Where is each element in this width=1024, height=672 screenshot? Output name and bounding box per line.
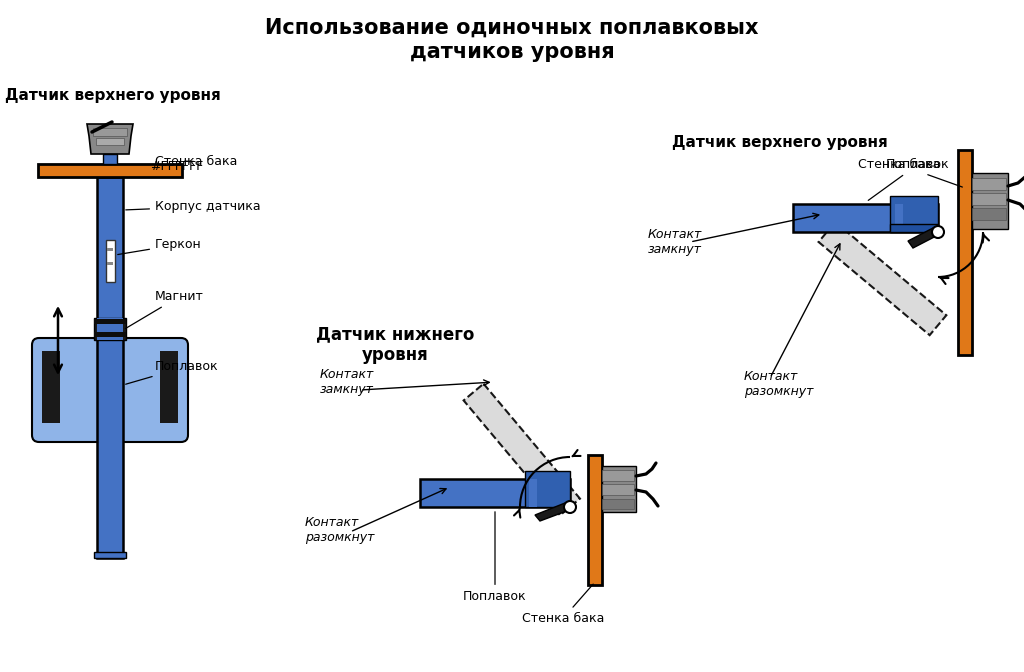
Text: Стенка бака: Стенка бака: [522, 584, 604, 625]
Text: Поплавок: Поплавок: [463, 512, 526, 603]
Text: Геркон: Геркон: [118, 238, 202, 255]
Bar: [106, 262, 113, 265]
Text: Контакт
разомкнут: Контакт разомкнут: [305, 516, 375, 544]
Bar: [94, 318, 126, 340]
Text: Корпус датчика: Корпус датчика: [126, 200, 261, 213]
Bar: [602, 466, 636, 512]
Bar: [103, 154, 117, 164]
Bar: [106, 248, 113, 251]
Bar: [895, 204, 903, 232]
Polygon shape: [818, 222, 946, 335]
Polygon shape: [908, 228, 940, 248]
Text: Датчик верхнего уровня: Датчик верхнего уровня: [5, 88, 221, 103]
Bar: [93, 128, 127, 136]
Bar: [96, 138, 124, 145]
Bar: [972, 193, 1006, 205]
Bar: [94, 319, 126, 324]
Text: Поплавок: Поплавок: [126, 360, 219, 384]
Text: Поплавок: Поплавок: [868, 158, 949, 200]
Bar: [588, 455, 602, 585]
Text: Стенка бака: Стенка бака: [155, 155, 238, 168]
Bar: [38, 164, 182, 177]
Text: Контакт
замкнут: Контакт замкнут: [319, 368, 374, 396]
Text: Контакт
замкнут: Контакт замкнут: [648, 228, 702, 256]
Bar: [94, 332, 126, 337]
Bar: [793, 204, 938, 232]
Text: датчиков уровня: датчиков уровня: [410, 42, 614, 62]
Polygon shape: [87, 124, 133, 154]
Bar: [602, 499, 634, 509]
Ellipse shape: [932, 226, 944, 238]
Bar: [97, 177, 123, 558]
Text: Использование одиночных поплавковых: Использование одиночных поплавковых: [265, 18, 759, 38]
Bar: [97, 318, 123, 340]
Bar: [106, 240, 115, 282]
Ellipse shape: [564, 501, 575, 513]
Text: Стенка бака: Стенка бака: [858, 158, 963, 187]
Bar: [972, 208, 1006, 220]
Bar: [420, 479, 570, 507]
Text: Датчик нижнего
уровня: Датчик нижнего уровня: [315, 325, 474, 364]
FancyBboxPatch shape: [116, 338, 188, 442]
FancyBboxPatch shape: [32, 338, 104, 442]
Bar: [160, 351, 178, 423]
Bar: [42, 351, 60, 423]
Bar: [972, 178, 1006, 190]
Bar: [890, 224, 938, 232]
Text: Датчик верхнего уровня: Датчик верхнего уровня: [672, 135, 888, 150]
Bar: [972, 173, 1008, 229]
Polygon shape: [464, 384, 580, 515]
Bar: [602, 470, 634, 481]
Text: Контакт
разомкнут: Контакт разомкнут: [744, 370, 813, 398]
Bar: [890, 196, 938, 232]
Bar: [525, 471, 570, 507]
Polygon shape: [535, 503, 572, 521]
Bar: [958, 150, 972, 355]
Bar: [602, 484, 634, 495]
Bar: [94, 552, 126, 558]
Text: #FFFFFF: #FFFFFF: [150, 159, 203, 173]
Bar: [529, 479, 537, 507]
Text: Магнит: Магнит: [125, 290, 204, 329]
